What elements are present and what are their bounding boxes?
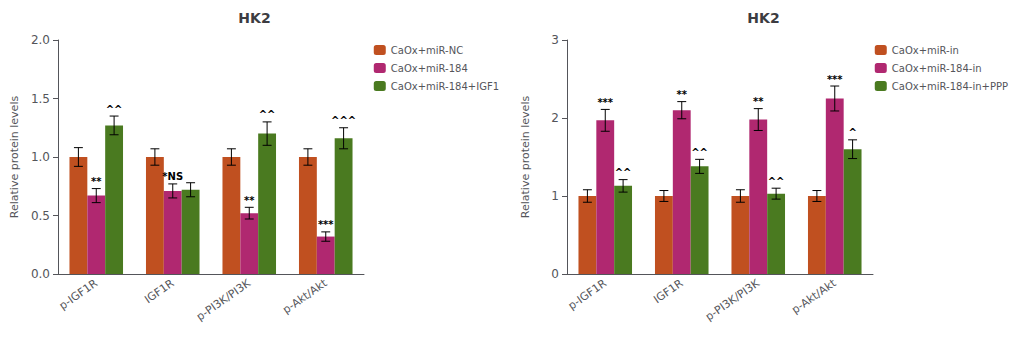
svg-text:p-Akt/Akt: p-Akt/Akt bbox=[280, 276, 330, 316]
svg-text:CaOx+miR-184-in+PPP: CaOx+miR-184-in+PPP bbox=[892, 81, 1008, 92]
svg-text:0.5: 0.5 bbox=[31, 209, 50, 223]
svg-text:CaOx+miR-184: CaOx+miR-184 bbox=[391, 63, 468, 74]
svg-text:**: ** bbox=[244, 195, 255, 206]
svg-text:3: 3 bbox=[551, 33, 559, 47]
svg-text:CaOx+miR-184+IGF1: CaOx+miR-184+IGF1 bbox=[391, 81, 499, 92]
svg-text:^^^: ^^^ bbox=[331, 115, 356, 126]
svg-text:***: *** bbox=[827, 74, 843, 85]
svg-text:p-PI3K/PI3K: p-PI3K/PI3K bbox=[703, 276, 763, 323]
svg-text:^: ^ bbox=[848, 127, 856, 138]
svg-text:^^: ^^ bbox=[768, 176, 785, 187]
svg-text:CaOx+miR-184-in: CaOx+miR-184-in bbox=[892, 63, 982, 74]
svg-text:2: 2 bbox=[551, 111, 559, 125]
svg-text:p-PI3K/PI3K: p-PI3K/PI3K bbox=[194, 276, 254, 323]
svg-text:p-IGF1R: p-IGF1R bbox=[566, 276, 610, 312]
svg-text:2.0: 2.0 bbox=[31, 33, 50, 47]
svg-text:***: *** bbox=[318, 219, 334, 230]
svg-text:***: *** bbox=[597, 97, 613, 108]
svg-text:^^: ^^ bbox=[615, 167, 632, 178]
svg-text:Relative protein levels: Relative protein levels bbox=[519, 96, 532, 219]
svg-text:IGF1R: IGF1R bbox=[651, 276, 686, 306]
svg-text:^^: ^^ bbox=[259, 109, 276, 120]
svg-text:IGF1R: IGF1R bbox=[142, 276, 177, 306]
svg-text:CaOx+miR-NC: CaOx+miR-NC bbox=[391, 45, 463, 56]
svg-text:HK2: HK2 bbox=[238, 10, 270, 26]
svg-text:p-IGF1R: p-IGF1R bbox=[57, 276, 101, 312]
svg-text:^^: ^^ bbox=[106, 104, 123, 115]
svg-text:Relative protein levels: Relative protein levels bbox=[8, 96, 21, 219]
svg-text:1.5: 1.5 bbox=[31, 92, 50, 106]
svg-text:p-Akt/Akt: p-Akt/Akt bbox=[789, 276, 839, 316]
svg-text:0: 0 bbox=[551, 267, 559, 281]
svg-text:1: 1 bbox=[551, 189, 559, 203]
svg-text:1.0: 1.0 bbox=[31, 150, 50, 164]
svg-text:0.0: 0.0 bbox=[31, 267, 50, 281]
svg-text:CaOx+miR-in: CaOx+miR-in bbox=[892, 45, 959, 56]
svg-text:*NS: *NS bbox=[162, 171, 183, 182]
svg-text:^^: ^^ bbox=[691, 147, 708, 158]
svg-text:**: ** bbox=[91, 176, 102, 187]
svg-text:HK2: HK2 bbox=[747, 10, 779, 26]
svg-text:**: ** bbox=[677, 89, 688, 100]
svg-text:**: ** bbox=[753, 96, 764, 107]
